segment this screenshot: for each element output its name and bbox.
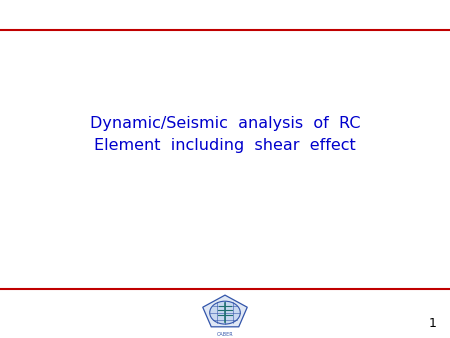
Circle shape <box>210 301 240 324</box>
Text: CABER: CABER <box>217 332 233 337</box>
Polygon shape <box>203 295 247 327</box>
Text: Dynamic/Seismic  analysis  of  RC
Element  including  shear  effect: Dynamic/Seismic analysis of RC Element i… <box>90 116 360 153</box>
Text: 1: 1 <box>428 317 436 330</box>
